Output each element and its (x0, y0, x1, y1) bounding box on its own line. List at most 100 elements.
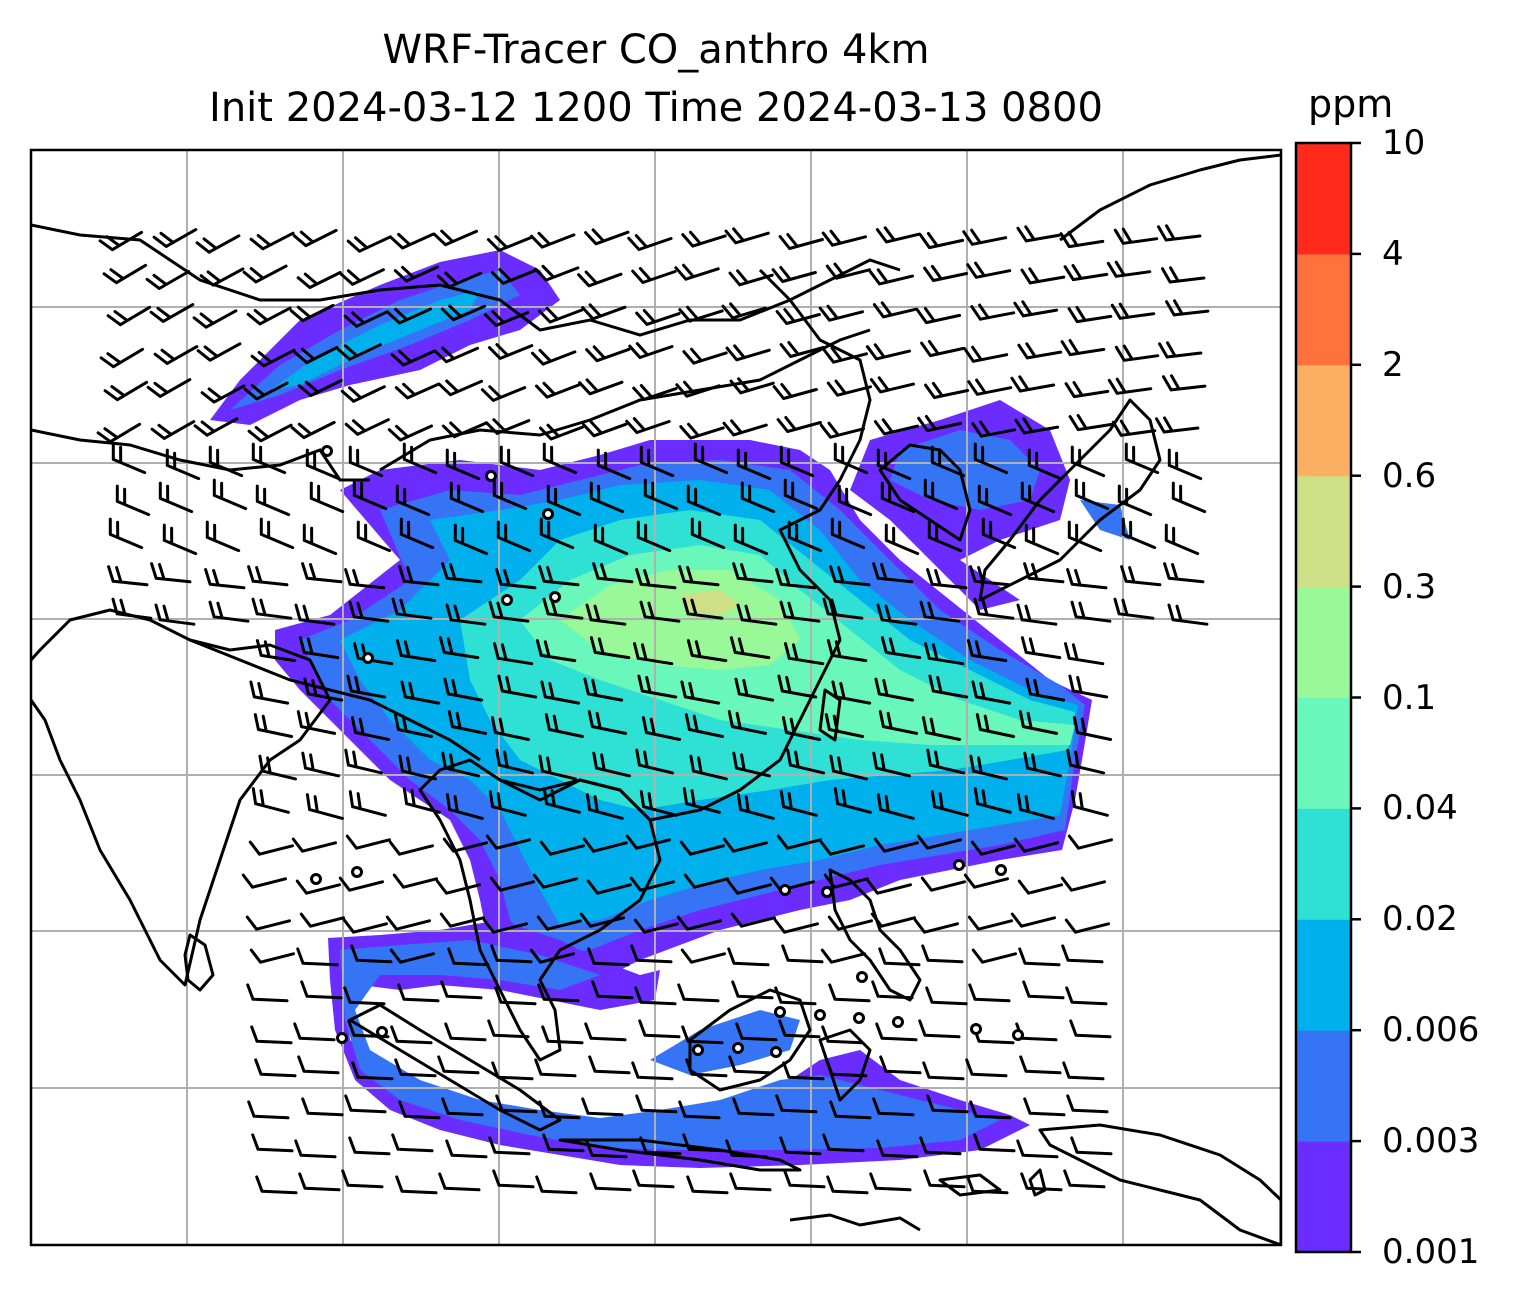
wind-barb (636, 520, 672, 553)
wind-barb (352, 478, 388, 511)
wind-barb (298, 1172, 341, 1192)
wind-barb (242, 264, 288, 284)
wind-barb (783, 1169, 826, 1189)
wind-barb (1027, 448, 1063, 481)
wind-barb (338, 876, 384, 892)
wind-barb (686, 1175, 729, 1195)
colorbar (1294, 141, 1361, 1254)
wind-barb (686, 484, 722, 517)
wind-barb (115, 484, 151, 517)
wind-barb (778, 1019, 821, 1039)
wind-barb (212, 478, 248, 511)
wind-barb (348, 1136, 391, 1156)
wind-barb (296, 947, 339, 967)
wind-barb (301, 751, 340, 778)
wind-barb (441, 421, 488, 439)
wind-barb (438, 636, 480, 660)
wind-barb (1155, 416, 1200, 434)
wind-barb (255, 1175, 298, 1195)
wind-barb (1110, 302, 1156, 320)
wind-barb (1106, 260, 1152, 278)
map-frame (29, 148, 1283, 1247)
wind-barb (733, 523, 769, 556)
wind-barb (693, 442, 729, 475)
wind-barb (638, 1019, 681, 1039)
colorbar-units-label: ppm (1308, 82, 1394, 126)
wind-barb (1113, 597, 1155, 620)
wind-barb (679, 422, 725, 440)
wind-barb (1158, 341, 1203, 359)
wind-barb (153, 345, 199, 365)
wind-barb (1165, 299, 1210, 317)
wind-barb (880, 636, 922, 660)
wind-barb (833, 787, 872, 814)
wind-barb (494, 986, 537, 1006)
colorbar-segment (1296, 364, 1351, 477)
wind-barb (1061, 944, 1104, 964)
wind-barb (495, 748, 535, 775)
wind-barb (1017, 342, 1063, 360)
wind-barb (729, 1172, 772, 1192)
wind-barb (249, 680, 290, 705)
calm-wind-marker (362, 652, 374, 664)
wind-barb (445, 1139, 488, 1159)
wind-barb (395, 1175, 438, 1195)
wind-barb (162, 523, 198, 556)
wind-barb (584, 228, 630, 246)
calm-wind-marker (821, 886, 833, 898)
wind-barb (152, 228, 198, 248)
wind-barb (969, 754, 1008, 781)
wind-barb (679, 840, 725, 856)
wind-barb (625, 834, 671, 850)
coastline-borneo (688, 988, 812, 1092)
wind-barb (676, 915, 722, 931)
wind-barb (740, 481, 776, 514)
wind-barb (921, 716, 962, 741)
wind-barb (258, 754, 297, 781)
wind-barb (1113, 227, 1159, 245)
wind-barb (1062, 1061, 1105, 1081)
wind-barb (247, 423, 293, 443)
wind-barb (917, 415, 963, 433)
wind-barb (1023, 1097, 1066, 1117)
wind-barb (398, 1100, 441, 1120)
wind-barb (930, 445, 966, 478)
wind-barb (443, 677, 484, 702)
wind-barb (920, 876, 966, 892)
wind-barb (348, 600, 390, 623)
wind-barb (787, 520, 823, 553)
wind-barb (1016, 603, 1058, 626)
wind-barb (253, 713, 294, 738)
wind-barb (682, 787, 721, 814)
wind-barb (969, 1100, 1012, 1120)
wind-barb (344, 418, 390, 436)
wind-barb (386, 307, 432, 325)
wind-barb (490, 944, 533, 964)
wind-barb (586, 879, 632, 895)
wind-barb (918, 1019, 961, 1039)
wind-barb (1014, 417, 1060, 435)
wind-barb (919, 600, 961, 623)
wind-barb (1020, 1172, 1063, 1192)
wind-barb (393, 713, 434, 738)
wind-barb (916, 307, 962, 325)
wind-barb (542, 442, 578, 475)
wind-barb (627, 234, 673, 251)
wind-barb (771, 266, 817, 283)
wind-barb (489, 876, 535, 892)
wind-barb (629, 876, 675, 892)
wind-barb (871, 980, 914, 1000)
wind-barb (880, 481, 916, 514)
wind-barb (154, 603, 196, 626)
colorbar-segment (1296, 586, 1351, 698)
wind-barb (681, 1025, 724, 1045)
calm-wind-marker (953, 859, 965, 871)
tracer-plume-japan (1080, 500, 1130, 540)
wind-barb (870, 912, 916, 928)
wind-barb (828, 983, 871, 1003)
wind-barb (439, 912, 485, 928)
wind-barb (1066, 568, 1108, 590)
wind-barb (107, 565, 149, 587)
title-line-2: Init 2024-03-12 1200 Time 2024-03-13 080… (209, 85, 1103, 131)
